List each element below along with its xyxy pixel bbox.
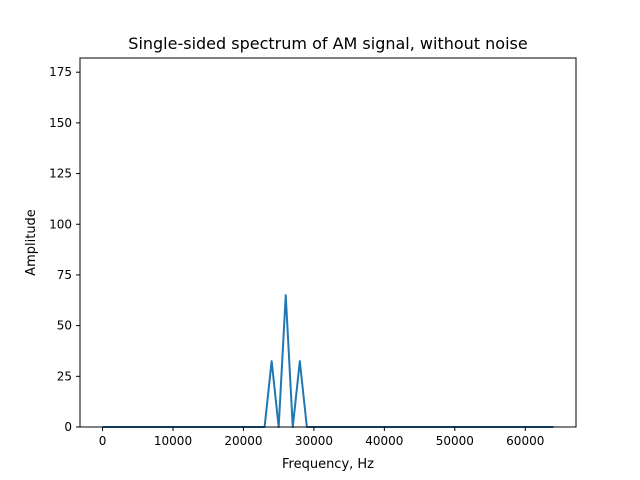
plot-area bbox=[102, 294, 554, 428]
axes-frame bbox=[79, 57, 577, 428]
y-tick-label: 175 bbox=[49, 65, 72, 79]
x-tick-label: 0 bbox=[99, 434, 107, 448]
x-axis-ticks: 0 10000 20000 30000 40000 50000 60000 bbox=[99, 427, 544, 448]
x-tick-label: 60000 bbox=[506, 434, 544, 448]
y-axis-label: Amplitude bbox=[24, 209, 39, 276]
x-tick-label: 40000 bbox=[365, 434, 403, 448]
series-line-0 bbox=[102, 294, 554, 428]
x-tick-label: 20000 bbox=[224, 434, 262, 448]
y-tick-label: 100 bbox=[49, 217, 72, 231]
chart-title: Single-sided spectrum of AM signal, with… bbox=[128, 34, 527, 53]
y-tick-label: 0 bbox=[64, 420, 72, 434]
x-tick-label: 50000 bbox=[436, 434, 474, 448]
y-tick-label: 75 bbox=[57, 268, 72, 282]
x-tick-label: 10000 bbox=[154, 434, 192, 448]
y-tick-label: 150 bbox=[49, 116, 72, 130]
y-tick-label: 50 bbox=[57, 319, 72, 333]
y-axis-ticks: 0 25 50 75 100 125 150 175 bbox=[49, 65, 80, 434]
x-axis-label: Frequency, Hz bbox=[282, 457, 374, 472]
y-tick-label: 25 bbox=[57, 369, 72, 383]
x-tick-label: 30000 bbox=[295, 434, 333, 448]
y-tick-label: 125 bbox=[49, 167, 72, 181]
